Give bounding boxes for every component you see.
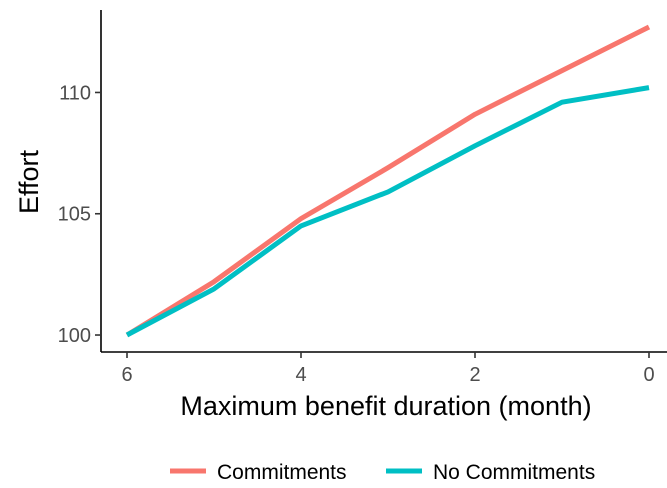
y-ticks: 100 105 110 (58, 82, 101, 347)
series-line-commitments (125, 24, 651, 338)
legend-label-commitments: Commitments (217, 461, 347, 484)
x-axis-title: Maximum benefit duration (month) (180, 391, 591, 421)
series-layer (125, 24, 651, 338)
y-tick-label: 100 (58, 325, 91, 347)
x-tick-label: 2 (469, 364, 480, 386)
series-line-no-commitments (125, 85, 650, 338)
y-axis-title: Effort (14, 149, 44, 214)
x-tick-label: 0 (643, 364, 654, 386)
x-ticks: 6 4 2 0 (121, 352, 655, 386)
y-tick-label: 110 (59, 82, 91, 104)
legend: Commitments No Commitments (170, 461, 595, 484)
x-tick-label: 4 (295, 364, 306, 386)
legend-label-no-commitments: No Commitments (433, 461, 595, 484)
axes (100, 10, 667, 353)
y-tick-label: 105 (58, 204, 91, 226)
x-tick-label: 6 (121, 364, 132, 386)
